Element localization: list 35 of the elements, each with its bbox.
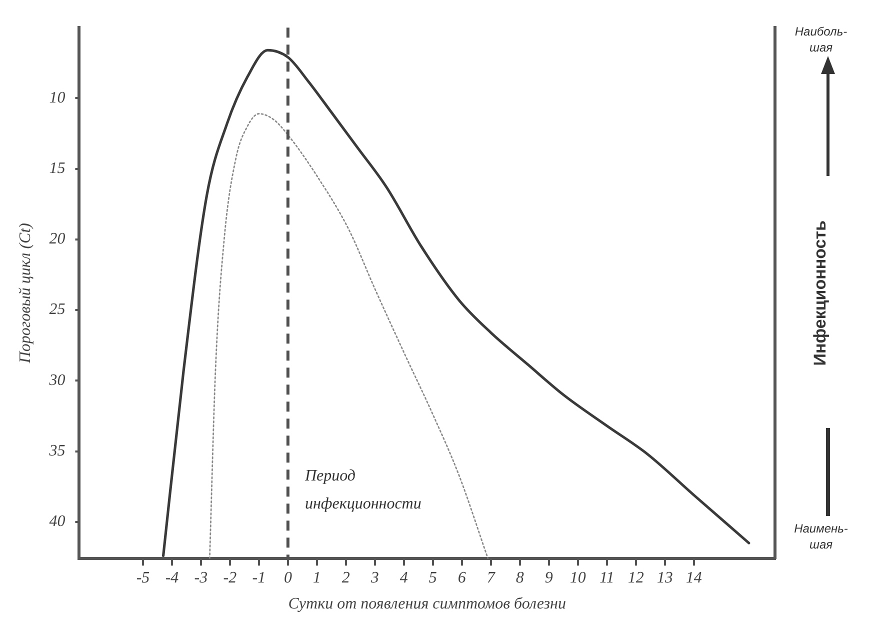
x-tick-label: 11 [599,569,614,586]
line-series [208,113,489,559]
y-axis-title: Пороговый цикл (Ct) [16,223,34,364]
x-tick-label: 8 [516,569,524,586]
x-tick-label: 7 [486,569,496,586]
x-axis-title: Сутки от появления симптомов болезни [288,596,566,613]
x-tick-label: -1 [252,569,266,586]
text: Наиболь-шая [794,24,848,55]
x-tick-label: 6 [458,569,466,586]
x-tick-label: 13 [656,569,673,586]
x-tick-label: 0 [284,569,292,586]
x-tick-label: 1 [312,569,321,586]
line-series [162,48,750,558]
x-tick-label: -2 [223,569,237,586]
x-tick-label: -5 [136,569,150,586]
y-tick-label: 20 [49,230,66,248]
ref-line-label: Период инфекционности [304,468,422,513]
x-tick-label: 14 [686,569,702,586]
x-tick-label: -3 [194,569,208,586]
x-tick-label: 3 [370,569,379,586]
x-tick-label: 10 [570,569,586,586]
y2-axis-title: Инфекционность [810,220,830,366]
x-tick-label: 4 [400,569,408,586]
text: Наимень-шая [794,522,848,552]
y-tick-label: 35 [48,442,66,460]
x-tick-label: -4 [165,569,179,586]
y-tick-label: 30 [48,372,66,389]
x-tick-label: 2 [342,569,350,586]
y-tick-label: 10 [49,89,66,106]
y-tick-label: 25 [49,301,66,318]
x-tick-label: 12 [628,569,644,586]
y-tick-label: 40 [49,513,66,530]
x-tick-label: 5 [428,569,437,586]
y-tick-label: 15 [49,160,66,178]
x-tick-label: 9 [544,569,553,586]
